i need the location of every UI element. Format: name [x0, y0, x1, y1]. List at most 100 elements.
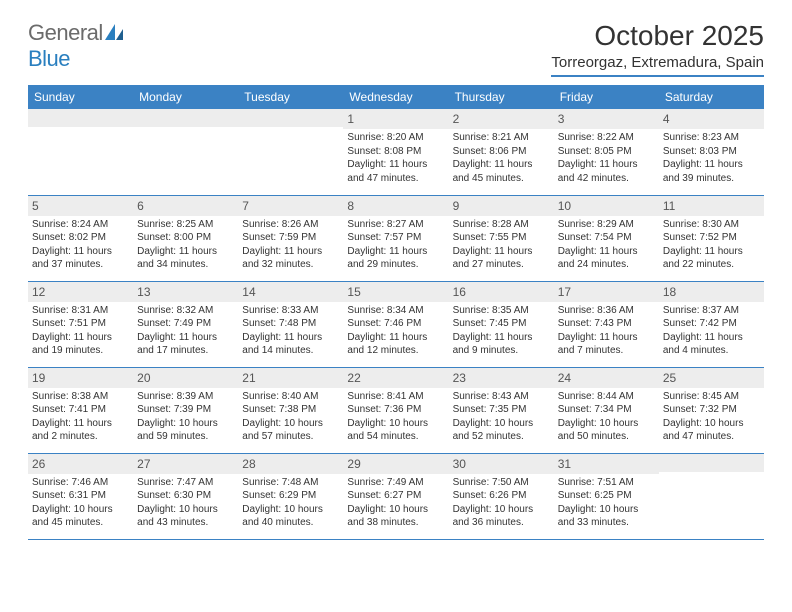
day-number: 22 — [343, 368, 448, 388]
daylight-text: Daylight: 11 hours — [558, 331, 655, 345]
daylight-text: Daylight: 11 hours — [663, 245, 760, 259]
logo-text-general: General — [28, 20, 103, 45]
weekday-header-row: SundayMondayTuesdayWednesdayThursdayFrid… — [28, 85, 764, 109]
calendar-cell: 27Sunrise: 7:47 AMSunset: 6:30 PMDayligh… — [133, 453, 238, 539]
daylight-text: Daylight: 10 hours — [663, 417, 760, 431]
calendar-week-row: 1Sunrise: 8:20 AMSunset: 8:08 PMDaylight… — [28, 109, 764, 195]
daylight-text: and 9 minutes. — [453, 344, 550, 358]
daylight-text: and 36 minutes. — [453, 516, 550, 530]
day-number: 13 — [133, 282, 238, 302]
sunrise-text: Sunrise: 8:36 AM — [558, 304, 655, 318]
sunrise-text: Sunrise: 8:28 AM — [453, 218, 550, 232]
calendar-cell: 12Sunrise: 8:31 AMSunset: 7:51 PMDayligh… — [28, 281, 133, 367]
daylight-text: and 29 minutes. — [347, 258, 444, 272]
sunset-text: Sunset: 7:45 PM — [453, 317, 550, 331]
calendar-cell — [28, 109, 133, 195]
calendar-cell: 28Sunrise: 7:48 AMSunset: 6:29 PMDayligh… — [238, 453, 343, 539]
daylight-text: and 4 minutes. — [663, 344, 760, 358]
daylight-text: and 42 minutes. — [558, 172, 655, 186]
day-number: 21 — [238, 368, 343, 388]
sunset-text: Sunset: 7:59 PM — [242, 231, 339, 245]
calendar-cell: 3Sunrise: 8:22 AMSunset: 8:05 PMDaylight… — [554, 109, 659, 195]
sunrise-text: Sunrise: 8:37 AM — [663, 304, 760, 318]
sunrise-text: Sunrise: 8:23 AM — [663, 131, 760, 145]
daylight-text: Daylight: 11 hours — [32, 417, 129, 431]
day-number: 18 — [659, 282, 764, 302]
day-number: 26 — [28, 454, 133, 474]
sunset-text: Sunset: 7:49 PM — [137, 317, 234, 331]
calendar-cell: 9Sunrise: 8:28 AMSunset: 7:55 PMDaylight… — [449, 195, 554, 281]
sunrise-text: Sunrise: 8:20 AM — [347, 131, 444, 145]
day-number: 30 — [449, 454, 554, 474]
sunset-text: Sunset: 6:25 PM — [558, 489, 655, 503]
calendar-cell: 13Sunrise: 8:32 AMSunset: 7:49 PMDayligh… — [133, 281, 238, 367]
sunset-text: Sunset: 8:02 PM — [32, 231, 129, 245]
daylight-text: Daylight: 11 hours — [137, 245, 234, 259]
calendar-cell: 24Sunrise: 8:44 AMSunset: 7:34 PMDayligh… — [554, 367, 659, 453]
sunrise-text: Sunrise: 8:39 AM — [137, 390, 234, 404]
day-number: 25 — [659, 368, 764, 388]
calendar-week-row: 19Sunrise: 8:38 AMSunset: 7:41 PMDayligh… — [28, 367, 764, 453]
daylight-text: Daylight: 10 hours — [242, 503, 339, 517]
daylight-text: Daylight: 11 hours — [32, 331, 129, 345]
daylight-text: and 47 minutes. — [347, 172, 444, 186]
calendar-week-row: 26 Sunrise: 7:46 AMSunset: 6:31 PM Dayligh… — [28, 453, 764, 539]
daylight-text: and 59 minutes. — [137, 430, 234, 444]
daylight-text: Daylight: 10 hours — [453, 417, 550, 431]
weekday-header: Saturday — [659, 85, 764, 109]
daylight-text: and 52 minutes. — [453, 430, 550, 444]
daylight-text: Daylight: 11 hours — [453, 245, 550, 259]
sunrise-text: Sunrise: 8:43 AM — [453, 390, 550, 404]
day-number: 29 — [343, 454, 448, 474]
sunrise-text: Sunrise: 8:21 AM — [453, 131, 550, 145]
sunset-text: Sunset: 7:54 PM — [558, 231, 655, 245]
sunset-text: Sunset: 7:57 PM — [347, 231, 444, 245]
calendar-cell: 10Sunrise: 8:29 AMSunset: 7:54 PMDayligh… — [554, 195, 659, 281]
daylight-text: Daylight: 11 hours — [347, 158, 444, 172]
weekday-header: Wednesday — [343, 85, 448, 109]
sunrise-text: Sunrise: 8:22 AM — [558, 131, 655, 145]
calendar-cell: 19Sunrise: 8:38 AMSunset: 7:41 PMDayligh… — [28, 367, 133, 453]
calendar-cell: 29Sunrise: 7:49 AMSunset: 6:27 PMDayligh… — [343, 453, 448, 539]
daylight-text: Daylight: 11 hours — [663, 331, 760, 345]
day-number: 23 — [449, 368, 554, 388]
calendar-cell: 16Sunrise: 8:35 AMSunset: 7:45 PMDayligh… — [449, 281, 554, 367]
day-number: 16 — [449, 282, 554, 302]
sunrise-text: Sunrise: 8:44 AM — [558, 390, 655, 404]
day-number: 28 — [238, 454, 343, 474]
day-number: 1 — [343, 109, 448, 129]
day-number: 8 — [343, 196, 448, 216]
sunrise-text: Sunrise: 7:46 AM — [32, 476, 129, 490]
weekday-header: Tuesday — [238, 85, 343, 109]
daylight-text: and 22 minutes. — [663, 258, 760, 272]
sunset-text: Sunset: 7:39 PM — [137, 403, 234, 417]
daylight-text: Daylight: 10 hours — [558, 503, 655, 517]
logo-sail-icon — [105, 20, 123, 46]
logo-text-blue: Blue — [28, 46, 70, 71]
calendar-cell: 25Sunrise: 8:45 AMSunset: 7:32 PMDayligh… — [659, 367, 764, 453]
calendar-cell — [133, 109, 238, 195]
sunset-text: Sunset: 6:31 PM — [32, 489, 129, 503]
calendar-week-row: 12Sunrise: 8:31 AMSunset: 7:51 PMDayligh… — [28, 281, 764, 367]
day-number: 2 — [449, 109, 554, 129]
daylight-text: Daylight: 11 hours — [242, 245, 339, 259]
daylight-text: Daylight: 10 hours — [242, 417, 339, 431]
daylight-text: Daylight: 10 hours — [347, 503, 444, 517]
daylight-text: and 27 minutes. — [453, 258, 550, 272]
day-number: 5 — [28, 196, 133, 216]
calendar-cell: 8Sunrise: 8:27 AMSunset: 7:57 PMDaylight… — [343, 195, 448, 281]
daylight-text: and 7 minutes. — [558, 344, 655, 358]
day-number: 6 — [133, 196, 238, 216]
day-number: 24 — [554, 368, 659, 388]
sunset-text: Sunset: 7:48 PM — [242, 317, 339, 331]
daylight-text: and 45 minutes. — [32, 516, 129, 530]
sunset-text: Sunset: 7:35 PM — [453, 403, 550, 417]
calendar-cell: 18Sunrise: 8:37 AMSunset: 7:42 PMDayligh… — [659, 281, 764, 367]
day-number: 3 — [554, 109, 659, 129]
empty-day — [28, 109, 133, 127]
day-number: 19 — [28, 368, 133, 388]
day-number: 4 — [659, 109, 764, 129]
daylight-text: and 54 minutes. — [347, 430, 444, 444]
calendar-cell: 5Sunrise: 8:24 AMSunset: 8:02 PMDaylight… — [28, 195, 133, 281]
calendar-cell: 30Sunrise: 7:50 AMSunset: 6:26 PMDayligh… — [449, 453, 554, 539]
